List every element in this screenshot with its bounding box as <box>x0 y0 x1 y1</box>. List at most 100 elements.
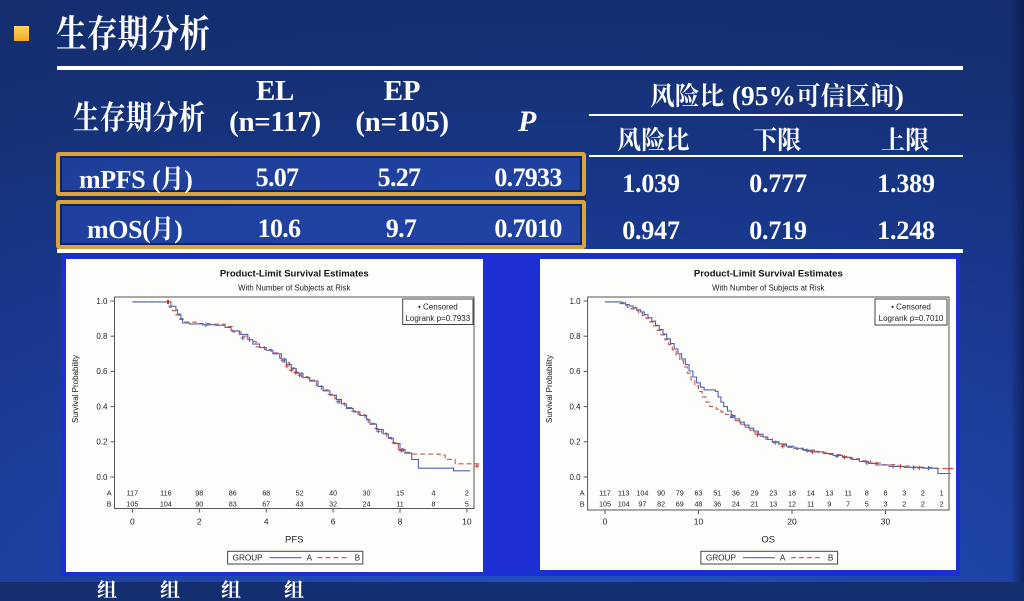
svg-text:1.0: 1.0 <box>569 297 581 306</box>
svg-text:0.0: 0.0 <box>96 473 108 482</box>
svg-text:With Number of Subjects at Ris: With Number of Subjects at Risk <box>712 284 824 293</box>
svg-text:8: 8 <box>398 517 403 527</box>
svg-text:B: B <box>107 500 112 509</box>
svg-text:5: 5 <box>465 500 469 509</box>
svg-text:21: 21 <box>751 500 759 509</box>
svg-text:113: 113 <box>618 489 629 498</box>
svg-text:43: 43 <box>296 500 304 509</box>
svg-text:32: 32 <box>329 500 337 509</box>
svg-text:23: 23 <box>769 489 777 498</box>
svg-text:5: 5 <box>865 500 869 509</box>
svg-text:11: 11 <box>396 500 403 509</box>
svg-text:14: 14 <box>807 489 815 498</box>
svg-text:A: A <box>307 554 313 563</box>
svg-text:GROUP: GROUP <box>233 554 264 563</box>
svg-text:98: 98 <box>195 489 203 498</box>
svg-text:8: 8 <box>431 500 435 509</box>
svg-text:4: 4 <box>431 489 435 498</box>
svg-text:2: 2 <box>902 500 906 509</box>
svg-text:9: 9 <box>827 500 831 509</box>
svg-text:105: 105 <box>599 500 611 509</box>
svg-text:1: 1 <box>940 489 944 498</box>
svg-text:• Censored: • Censored <box>418 303 458 312</box>
svg-text:90: 90 <box>657 489 665 498</box>
svg-text:51: 51 <box>713 489 721 498</box>
svg-text:Product-Limit Survival Estimat: Product-Limit Survival Estimates <box>694 269 843 280</box>
svg-text:0.6: 0.6 <box>96 367 108 376</box>
svg-text:B: B <box>580 500 585 509</box>
svg-text:79: 79 <box>676 489 684 498</box>
svg-text:A: A <box>580 489 585 498</box>
svg-text:30: 30 <box>363 489 371 498</box>
svg-text:11: 11 <box>807 500 814 509</box>
svg-text:116: 116 <box>160 489 171 498</box>
svg-text:24: 24 <box>363 500 371 509</box>
svg-text:GROUP: GROUP <box>706 554 737 563</box>
svg-text:Survival Probability: Survival Probability <box>545 355 554 423</box>
svg-text:48: 48 <box>695 500 703 509</box>
svg-text:0.4: 0.4 <box>96 402 108 411</box>
svg-text:11: 11 <box>844 489 851 498</box>
svg-text:0: 0 <box>603 517 608 527</box>
svg-text:104: 104 <box>160 500 172 509</box>
svg-text:1.0: 1.0 <box>96 297 108 306</box>
svg-text:13: 13 <box>769 500 777 509</box>
svg-text:0.2: 0.2 <box>96 438 108 447</box>
svg-text:86: 86 <box>229 489 237 498</box>
svg-text:Logrank p=0.7010: Logrank p=0.7010 <box>879 314 944 323</box>
svg-text:3: 3 <box>902 489 906 498</box>
svg-text:82: 82 <box>657 500 665 509</box>
svg-text:67: 67 <box>262 500 270 509</box>
svg-text:• Censored: • Censored <box>891 303 931 312</box>
svg-text:105: 105 <box>126 500 138 509</box>
svg-text:0.4: 0.4 <box>569 402 581 411</box>
svg-text:10: 10 <box>694 517 704 527</box>
svg-text:OS: OS <box>761 535 775 546</box>
svg-text:40: 40 <box>329 489 337 498</box>
svg-text:0.0: 0.0 <box>569 473 581 482</box>
svg-text:12: 12 <box>788 500 796 509</box>
svg-text:30: 30 <box>881 517 891 527</box>
svg-text:0.8: 0.8 <box>96 332 108 341</box>
svg-text:4: 4 <box>264 517 269 527</box>
svg-text:97: 97 <box>638 500 646 509</box>
svg-text:52: 52 <box>296 489 304 498</box>
svg-text:104: 104 <box>618 500 630 509</box>
svg-text:2: 2 <box>465 489 469 498</box>
svg-text:29: 29 <box>751 489 759 498</box>
svg-text:With Number of Subjects at Ris: With Number of Subjects at Risk <box>238 284 350 293</box>
svg-text:PFS: PFS <box>285 535 303 546</box>
svg-text:0.2: 0.2 <box>569 438 581 447</box>
svg-text:7: 7 <box>846 500 850 509</box>
svg-text:15: 15 <box>396 489 404 498</box>
svg-text:2: 2 <box>197 517 202 527</box>
svg-text:0.8: 0.8 <box>569 332 581 341</box>
svg-text:69: 69 <box>676 500 684 509</box>
svg-text:B: B <box>355 554 361 563</box>
svg-text:0: 0 <box>130 517 135 527</box>
svg-text:24: 24 <box>732 500 740 509</box>
svg-text:68: 68 <box>262 489 270 498</box>
svg-text:63: 63 <box>695 489 703 498</box>
svg-text:117: 117 <box>599 489 610 498</box>
svg-text:90: 90 <box>195 500 203 509</box>
svg-text:6: 6 <box>884 489 888 498</box>
svg-text:36: 36 <box>713 500 721 509</box>
svg-text:10: 10 <box>462 517 472 527</box>
svg-text:A: A <box>107 489 112 498</box>
svg-text:2: 2 <box>921 500 925 509</box>
svg-text:36: 36 <box>732 489 740 498</box>
svg-text:18: 18 <box>788 489 796 498</box>
svg-text:Logrank p=0.7933: Logrank p=0.7933 <box>405 314 470 323</box>
svg-text:0.6: 0.6 <box>569 367 581 376</box>
svg-text:2: 2 <box>940 500 944 509</box>
svg-text:B: B <box>828 554 834 563</box>
svg-text:A: A <box>780 554 786 563</box>
svg-text:2: 2 <box>921 489 925 498</box>
svg-text:8: 8 <box>865 489 869 498</box>
svg-text:117: 117 <box>127 489 138 498</box>
svg-text:3: 3 <box>884 500 888 509</box>
svg-text:104: 104 <box>636 489 648 498</box>
svg-text:20: 20 <box>787 517 797 527</box>
svg-text:6: 6 <box>331 517 336 527</box>
